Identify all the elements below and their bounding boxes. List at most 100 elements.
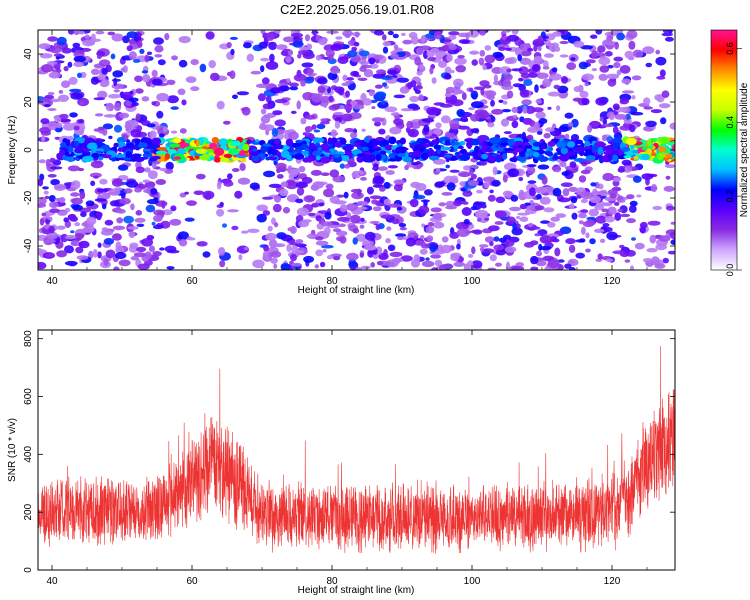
heatmap-cell [341,113,353,122]
heatmap-cell [661,32,674,37]
heatmap-cell [380,100,386,105]
heatmap-cell [385,238,391,244]
heatmap-cell [92,249,98,258]
heatmap-cell [418,94,424,102]
heatmap-cell [621,146,631,152]
heatmap-cell [469,87,474,93]
heatmap-cell [631,75,642,81]
heatmap-cell [408,32,418,39]
heatmap-cell [573,40,585,48]
heatmap-cell [56,250,67,258]
heatmap-cell [607,153,613,161]
heatmap-cell [219,201,224,207]
heatmap-cell [589,195,601,204]
heatmap-cell [661,90,670,98]
heatmap-cell [499,66,512,75]
heatmap-cell [620,97,629,105]
heatmap-cell [345,203,359,212]
heatmap-cell [82,226,95,233]
heatmap-cell [255,83,269,89]
heatmap-cell [56,36,67,46]
heatmap-cell [489,189,494,194]
heatmap-cell [128,51,137,60]
heatmap-cell [406,120,414,129]
heatmap-cell [276,174,284,179]
heatmap-cell [518,176,524,182]
heatmap-cell [349,214,361,224]
heatmap-cell [430,207,442,213]
heatmap-cell [664,164,675,169]
heatmap-cell [219,260,226,268]
heatmap-cell [65,153,75,157]
heatmap-cell [540,220,551,224]
heatmap-cell [295,215,304,222]
heatmap-cell [148,245,156,253]
heatmap-cell [643,106,653,110]
heatmap-cell [339,235,347,244]
heatmap-cell [47,108,57,111]
heatmap-cell [618,165,626,169]
heatmap-cell [71,197,83,205]
heatmap-cell [113,89,120,93]
heatmap-cell [326,255,334,260]
y-tick-label: 40 [23,48,34,60]
heatmap-cell [613,56,623,62]
heatmap-cell [330,129,338,138]
heatmap-cell [41,134,46,143]
heatmap-cell [101,203,107,210]
heatmap-cell [495,196,506,204]
heatmap-cell [580,191,593,200]
heatmap-cell [344,163,351,169]
heatmap-cell [371,140,382,146]
heatmap-cell [516,215,521,220]
heatmap-cell [266,32,275,41]
heatmap-cell [629,265,635,270]
heatmap-cell [478,57,485,65]
heatmap-cell [310,143,316,148]
heatmap-cell [287,50,293,56]
heatmap-cell [274,30,281,34]
heatmap-cell [133,252,147,258]
heatmap-cell [356,200,369,206]
heatmap-cell [426,106,440,116]
heatmap-cell [328,54,334,61]
heatmap-cell [109,200,120,207]
heatmap-cell [609,116,615,121]
heatmap-cell [579,90,589,99]
heatmap-cell [260,115,271,124]
heatmap-cell [125,100,132,107]
heatmap-cell [399,137,406,145]
heatmap-cell [517,54,523,62]
heatmap-cell [241,106,251,116]
snr-panel: 40 60 80 100 120 0 200 400 600 800 Height of str… [7,329,676,596]
heatmap-cell [319,143,329,151]
heatmap-cell [612,177,622,182]
heatmap-cell [151,78,163,86]
heatmap-cell [445,205,457,210]
heatmap-cell [449,169,460,173]
heatmap-cell [609,194,617,199]
heatmap-cell [265,156,271,161]
heatmap-cell [289,86,299,91]
heatmap-cell [272,149,280,158]
heatmap-cell [382,82,388,87]
heatmap-cell [667,250,675,255]
heatmap-cell [527,166,536,175]
heatmap-cell [533,44,538,52]
heatmap-cell [519,203,528,210]
heatmap-cell [285,138,294,147]
heatmap-cell [536,131,543,135]
heatmap-cell [373,54,384,60]
heatmap-cell [547,91,561,97]
heatmap-cell [611,138,623,143]
heatmap-cell [48,195,56,202]
heatmap-cell [532,107,544,113]
heatmap-cell [662,257,669,264]
heatmap-cell [250,70,262,75]
heatmap-cell [601,123,614,128]
heatmap-cell [582,220,595,228]
heatmap-cell [71,180,81,190]
heatmap-cell [339,204,348,213]
heatmap-cell [471,59,478,66]
heatmap-cell [328,95,334,102]
